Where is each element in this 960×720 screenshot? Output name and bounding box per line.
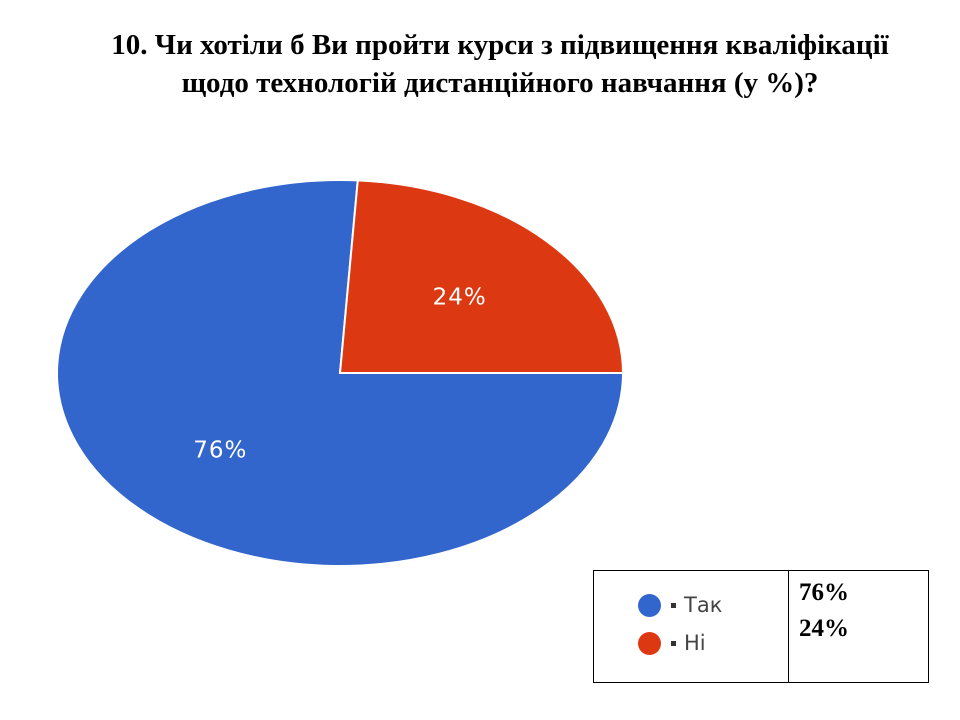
chart-title: 10. Чи хотіли б Ви пройти курси з підвищ… [40, 26, 960, 102]
legend-bullet [671, 602, 676, 608]
legend-dot-ni [638, 631, 661, 655]
slice-label-ni: 24% [433, 284, 487, 310]
legend-label-ni: Ні [684, 631, 706, 655]
pie-labels: 76% 24% [193, 284, 487, 464]
table-value-ni: 24% [799, 615, 849, 642]
values-cell: 76% 24% [789, 571, 928, 682]
legend-item-ni: Ні [638, 629, 706, 657]
legend-cell: Так Ні [594, 571, 789, 682]
chart-title-line-2: щодо технологій дистанційного навчання (… [181, 67, 819, 99]
table-value-tak: 76% [799, 579, 849, 606]
legend-table: Так Ні 76% 24% [593, 570, 929, 683]
legend-label-tak: Так [684, 593, 723, 617]
pie-slices [56, 179, 625, 567]
chart-title-line-1: 10. Чи хотіли б Ви пройти курси з підвищ… [111, 29, 889, 61]
legend-bullet [671, 640, 676, 646]
legend-dot-tak [638, 593, 661, 617]
pie-slice-ni [338, 179, 625, 374]
legend-item-tak: Так [638, 591, 722, 619]
slice-label-tak: 76% [193, 438, 247, 464]
